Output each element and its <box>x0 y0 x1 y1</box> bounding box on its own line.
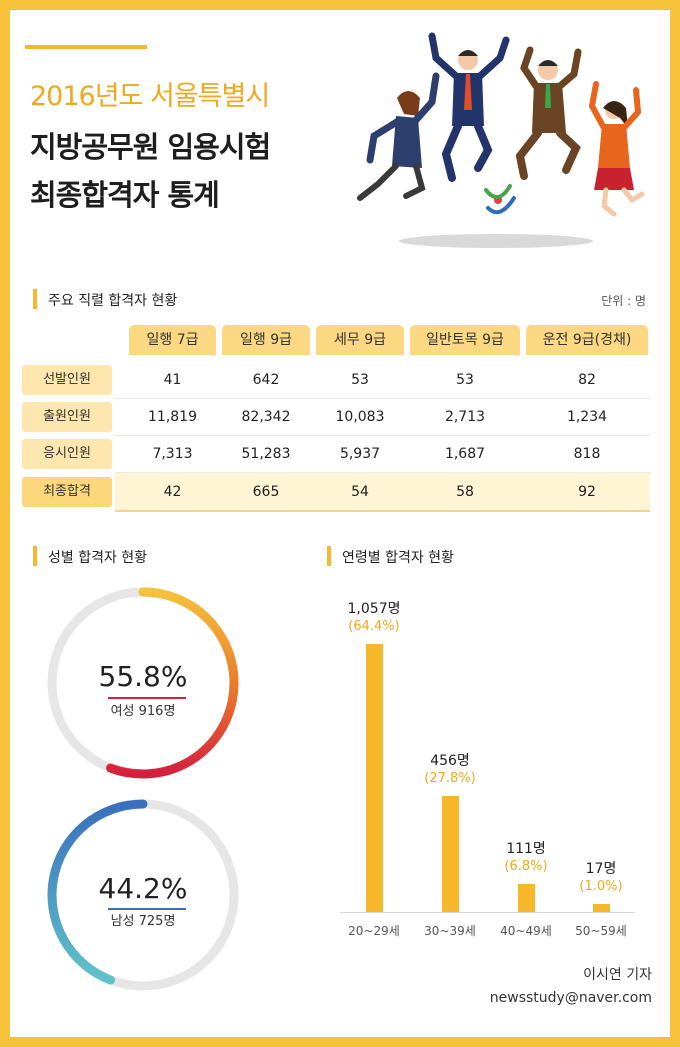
male-ring-arc <box>47 799 148 985</box>
table-cell: 53 <box>351 372 369 388</box>
title-line-2: 지방공무원 임용시험 <box>30 130 271 164</box>
table-column-header: 운전 9급(경채) <box>526 325 648 355</box>
table-cell: 82 <box>578 372 596 388</box>
table-row-header: 응시인원 <box>22 439 112 469</box>
male-label: 남성 <box>110 914 135 929</box>
age-bar-value: 111명 <box>506 841 546 857</box>
age-bar-50s <box>593 904 610 912</box>
man-navy-suit-figure <box>428 32 510 182</box>
infographic-canvas <box>10 10 670 1037</box>
female-percent: 55.8% <box>98 660 188 693</box>
gender-section-label: 성별 합격자 현황 <box>48 550 148 566</box>
male-count: 남성 725명 <box>83 910 203 929</box>
table-row-header-final: 최종합격 <box>22 477 112 507</box>
title-accent-bar <box>25 45 147 49</box>
table-cell: 53 <box>456 372 474 388</box>
bar-chart-baseline <box>340 912 635 913</box>
table-cell: 11,819 <box>148 409 197 425</box>
table-cell: 7,313 <box>152 446 193 462</box>
table-section-label: 주요 직렬 합격자 현황 <box>48 293 178 309</box>
age-bar-category: 40~49세 <box>500 924 552 938</box>
table-cell: 10,083 <box>335 409 385 425</box>
table-cell-final: 42 <box>163 484 182 500</box>
age-section-accent <box>327 546 331 566</box>
male-percent: 44.2% <box>98 872 188 905</box>
table-column-header: 세무 9급 <box>316 325 404 355</box>
man-brown-suit-figure <box>515 46 582 180</box>
table-column-header: 일행 7급 <box>129 325 216 355</box>
seoul-logo-icon <box>484 184 516 215</box>
reporter-email[interactable]: newsstudy@naver.com <box>489 990 652 1006</box>
age-bar-category: 50~59세 <box>575 924 627 938</box>
female-label: 여성 <box>110 704 135 719</box>
jumping-people-illustration <box>357 32 645 248</box>
table-row-divider <box>115 398 650 399</box>
gender-ring-charts <box>47 587 239 991</box>
table-cell: 818 <box>573 446 601 462</box>
table-column-header: 일행 9급 <box>222 325 310 355</box>
table-cell: 1,234 <box>566 409 608 425</box>
table-cell: 5,937 <box>339 446 381 462</box>
table-cell: 51,283 <box>241 446 291 462</box>
age-bar-30s <box>442 796 459 912</box>
female-ring-arc <box>106 587 239 779</box>
table-unit-label: 단위 : 명 <box>601 294 646 308</box>
age-section-label: 연령별 합격자 현황 <box>342 550 454 566</box>
age-bar-40s <box>518 884 535 912</box>
woman-blue-suit-figure <box>357 72 440 201</box>
male-count-value: 725명 <box>138 914 176 929</box>
table-row-divider <box>115 435 650 436</box>
age-bar-percent: (1.0%) <box>579 879 623 894</box>
female-count: 여성 916명 <box>83 700 203 719</box>
table-cell: 642 <box>252 372 280 388</box>
age-bar-value: 456명 <box>430 753 470 769</box>
title-line-1: 2016년도 서울특별시 <box>30 81 270 112</box>
title-line-3: 최종합격자 통계 <box>30 178 220 212</box>
table-cell: 41 <box>163 372 182 388</box>
female-percent-underline <box>108 697 186 699</box>
female-count-value: 916명 <box>138 704 176 719</box>
table-column-header: 일반토목 9급 <box>410 325 520 355</box>
age-bar-value: 1,057명 <box>347 601 401 617</box>
male-percent-underline <box>108 908 186 910</box>
age-bar-category: 30~39세 <box>424 924 476 938</box>
reporter-name: 이시연 기자 <box>583 967 652 983</box>
final-row-underline <box>115 510 650 512</box>
table-cell: 2,713 <box>444 409 486 425</box>
table-cell-final: 58 <box>456 484 474 500</box>
age-bar-percent: (64.4%) <box>348 619 400 634</box>
woman-orange-suit-figure <box>588 81 645 217</box>
table-cell-final: 665 <box>252 484 280 500</box>
final-row-highlight <box>115 473 650 511</box>
table-cell: 82,342 <box>241 409 291 425</box>
table-cell-final: 54 <box>351 484 369 500</box>
table-row-divider <box>115 472 650 473</box>
age-bar-20s <box>366 644 383 912</box>
table-section-accent <box>33 289 37 309</box>
table-cell: 1,687 <box>444 446 486 462</box>
table-row-header: 출원인원 <box>22 402 112 432</box>
table-row-header: 선발인원 <box>22 365 112 395</box>
age-bar-percent: (27.8%) <box>424 771 476 786</box>
age-bar-category: 20~29세 <box>348 924 400 938</box>
age-bar-value: 17명 <box>585 861 617 877</box>
table-cell-final: 92 <box>578 484 596 500</box>
gender-section-accent <box>33 546 37 566</box>
age-bar-percent: (6.8%) <box>504 859 548 874</box>
